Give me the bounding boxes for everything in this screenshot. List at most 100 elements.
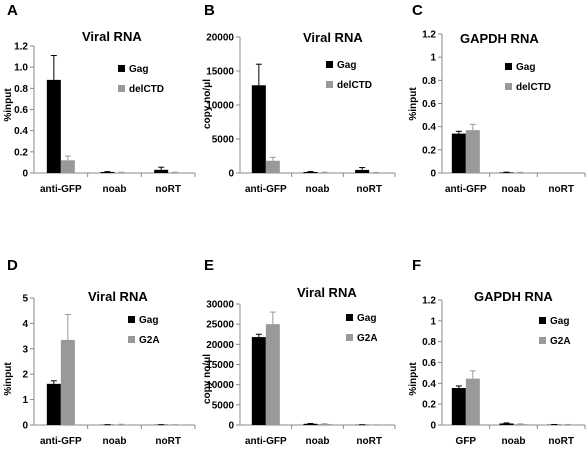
x-tick-label: noRT	[155, 184, 181, 195]
y-tick-label: 0	[430, 421, 436, 432]
chart-title: Viral RNA	[297, 285, 357, 300]
y-tick-label: 0	[228, 421, 234, 432]
bar	[265, 324, 280, 425]
y-tick-label: 0	[22, 169, 28, 180]
y-tick-label: 25000	[206, 320, 234, 331]
y-tick-label: 1.0	[14, 63, 28, 74]
legend-swatch	[128, 336, 135, 343]
y-tick-label: 0.2	[14, 147, 28, 158]
bar	[60, 339, 75, 425]
y-axis-label: copy no/μl	[202, 79, 213, 129]
legend-swatch	[346, 314, 353, 321]
panel-letter: B	[204, 2, 215, 19]
y-tick-label: 0.4	[14, 126, 28, 137]
x-tick-label: noab	[103, 184, 127, 195]
x-tick-label: GFP	[456, 436, 477, 447]
chart-title: GAPDH RNA	[474, 289, 553, 304]
legend-label: G2A	[550, 336, 571, 347]
y-tick-label: 0.4	[422, 122, 436, 133]
y-tick-label: 0	[22, 421, 28, 432]
y-tick-label: 1	[22, 395, 28, 406]
legend-label: G2A	[357, 333, 378, 344]
x-tick-label: noRT	[356, 184, 382, 195]
y-axis-label: %input	[408, 87, 419, 121]
legend-swatch	[539, 317, 546, 324]
bar	[451, 388, 466, 425]
legend-label: G2A	[139, 335, 160, 346]
y-tick-label: 0.8	[422, 337, 436, 348]
y-tick-label: 0.8	[14, 84, 28, 95]
y-axis-label: copy no/μl	[202, 354, 213, 404]
y-tick-label: 10000	[206, 380, 234, 391]
bar	[499, 423, 514, 425]
panel-letter: A	[7, 2, 18, 19]
panel-b: B Viral RNA copy no/μl 0 5000 10000 15000 20000…	[202, 2, 396, 195]
y-tick-label: 1.2	[14, 42, 28, 53]
bar	[265, 160, 280, 173]
y-tick-label: 15000	[206, 67, 234, 78]
legend-swatch	[505, 63, 512, 70]
y-tick-label: 4	[22, 319, 28, 330]
y-axis-label: %input	[3, 88, 14, 122]
y-tick-label: 0.6	[422, 99, 436, 110]
legend-label: Gag	[516, 62, 535, 73]
y-tick-label: 0.4	[422, 379, 436, 390]
x-tick-label: noRT	[356, 436, 382, 447]
bar	[60, 160, 75, 173]
panel-f: F GAPDH RNA %input 0 0.2 0.4 0.6 0.8 1 1.2 GFP noab…	[408, 257, 586, 447]
x-tick-label: anti-GFP	[245, 184, 287, 195]
y-tick-label: 20000	[206, 33, 234, 44]
chart-title: Viral RNA	[82, 29, 142, 44]
x-tick-label: noRT	[548, 436, 574, 447]
y-tick-label: 10000	[206, 101, 234, 112]
x-tick-label: anti-GFP	[40, 184, 82, 195]
bar	[100, 171, 115, 173]
legend-swatch	[539, 337, 546, 344]
panel-d: D Viral RNA %input 0 1 2 3 4 5 anti-GFP noab noRT Ga…	[3, 257, 196, 447]
y-tick-label: 20000	[206, 340, 234, 351]
bar	[251, 85, 266, 173]
y-tick-label: 1	[430, 53, 436, 64]
y-tick-label: 0.6	[14, 105, 28, 116]
legend-label: Gag	[550, 316, 569, 327]
y-tick-label: 0.2	[422, 145, 436, 156]
bar	[465, 130, 480, 173]
bar	[251, 337, 266, 425]
legend-swatch	[326, 61, 333, 68]
panel-letter: C	[412, 2, 423, 19]
panel-c: C GAPDH RNA %input 0 0.2 0.4 0.6 0.8 1 1.2 anti-GF…	[408, 2, 586, 195]
x-tick-label: noab	[306, 184, 330, 195]
legend-swatch	[128, 316, 135, 323]
bar	[355, 169, 370, 173]
legend-label: delCTD	[129, 84, 164, 95]
y-tick-label: 0	[430, 169, 436, 180]
bar	[513, 424, 528, 425]
y-tick-label: 0	[228, 169, 234, 180]
legend-label: Gag	[357, 313, 376, 324]
x-tick-label: noab	[306, 436, 330, 447]
bar	[303, 423, 318, 425]
y-tick-label: 0.6	[422, 358, 436, 369]
y-tick-label: 5000	[212, 400, 235, 411]
legend-swatch	[505, 83, 512, 90]
bar	[499, 172, 514, 173]
chart-title: Viral RNA	[303, 30, 363, 45]
panel-a: A Viral RNA %input 0 0.2 0.4 0.6 0.8 1.0 1.2 anti-…	[3, 2, 196, 195]
y-tick-label: 1.2	[422, 30, 436, 41]
legend-label: delCTD	[516, 82, 551, 93]
panel-letter: F	[412, 257, 421, 274]
y-tick-label: 0.2	[422, 400, 436, 411]
legend-label: Gag	[337, 60, 356, 71]
y-tick-label: 0.8	[422, 76, 436, 87]
y-axis-label: %input	[3, 362, 14, 396]
bar	[303, 171, 318, 173]
y-tick-label: 2	[22, 370, 28, 381]
panel-letter: E	[204, 257, 214, 274]
legend-swatch	[118, 85, 125, 92]
y-tick-label: 3	[22, 344, 28, 355]
x-tick-label: noab	[103, 436, 127, 447]
legend-swatch	[326, 81, 333, 88]
legend-swatch	[346, 334, 353, 341]
x-tick-label: anti-GFP	[245, 436, 287, 447]
